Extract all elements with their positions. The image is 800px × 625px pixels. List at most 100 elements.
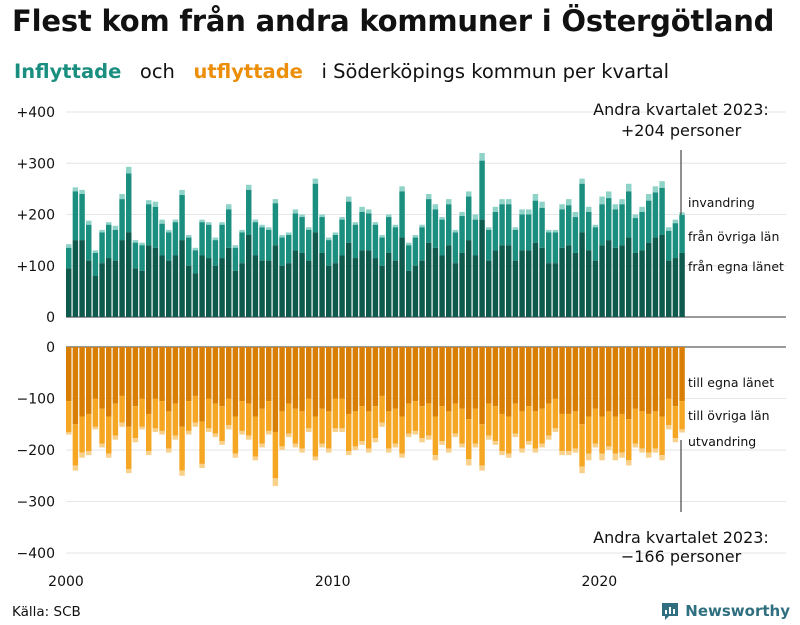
bar-in-fran-ovriga-lan [346,201,352,243]
bar-in-invandring [219,222,225,225]
bar-in-fran-ovriga-lan [332,235,339,264]
bar-out-utvandring [639,448,645,453]
bar-out-till-egna-lanet [532,347,539,412]
bar-in-fran-egna-lanet [106,258,112,317]
label-till-egna-lanet: till egna länet [688,375,774,390]
bar-in-fran-ovriga-lan [446,204,452,246]
bar-in-fran-ovriga-lan [532,200,539,243]
bar-in-fran-egna-lanet [212,265,219,317]
bar-in-fran-ovriga-lan [552,232,559,264]
bar-out-till-egna-lanet [199,347,205,422]
bar-in-fran-ovriga-lan [166,232,172,261]
bar-in-invandring [566,199,572,206]
label-fran-egna-lanet: från egna länet [688,259,784,274]
bar-out-utvandring [139,426,145,430]
bar-in-fran-ovriga-lan [339,219,345,256]
bar-out-till-egna-lanet [679,347,685,402]
bar-in-fran-ovriga-lan [72,191,79,241]
outflow-bars [66,347,685,487]
bar-out-till-egna-lanet [386,347,392,412]
bar-in-invandring [126,166,132,174]
bar-out-till-ovriga-lan [186,401,192,431]
bar-in-fran-ovriga-lan [679,215,685,253]
annotation-top-line2: +204 personer [621,121,742,140]
bar-out-utvandring [606,446,612,450]
bar-out-till-ovriga-lan [139,398,145,427]
bar-out-till-ovriga-lan [539,408,545,444]
chart-title: Flest kom från andra kommuner i Östergöt… [12,4,775,38]
bar-in-fran-egna-lanet [539,247,545,317]
bar-in-fran-egna-lanet [526,250,532,317]
bar-in-invandring [672,219,679,224]
bar-out-till-ovriga-lan [459,408,465,444]
bar-out-utvandring [266,430,272,435]
label-utvandring: utvandring [688,434,756,449]
bar-out-utvandring [566,451,572,456]
bar-out-till-egna-lanet [312,347,319,417]
bar-out-till-egna-lanet [372,347,379,407]
bar-out-utvandring [372,438,379,443]
bar-out-till-egna-lanet [66,347,72,402]
label-till-ovriga-lan: till övriga län [688,408,770,423]
newsworthy-brand[interactable]: Newsworthy [660,601,790,621]
bar-in-invandring [259,224,265,228]
bar-in-fran-egna-lanet [326,265,332,317]
bar-out-utvandring [292,443,299,448]
bar-in-fran-egna-lanet [412,265,419,317]
bar-in-fran-ovriga-lan [266,229,272,261]
bar-in-invandring [506,199,512,205]
bar-out-till-ovriga-lan [479,424,485,466]
bar-in-invandring [72,187,79,192]
bar-in-fran-ovriga-lan [272,203,279,246]
bar-in-fran-egna-lanet [512,260,519,317]
bar-in-fran-ovriga-lan [472,219,479,256]
bar-out-till-egna-lanet [286,347,292,404]
bar-out-till-ovriga-lan [652,411,659,449]
bar-in-fran-ovriga-lan [86,224,92,261]
bar-out-till-egna-lanet [526,347,532,407]
bar-in-invandring [299,214,305,218]
bar-in-fran-egna-lanet [146,245,152,317]
bar-in-fran-egna-lanet [572,252,579,317]
bar-in-fran-egna-lanet [639,250,645,317]
bar-out-till-egna-lanet [319,347,325,409]
bar-out-till-ovriga-lan [486,403,492,436]
bar-in-fran-egna-lanet [259,260,265,317]
bar-out-utvandring [479,465,485,471]
chart-subtitle: Inflyttade och utflyttade i Söderköpings… [14,60,669,83]
bar-out-utvandring [106,453,112,458]
bar-out-till-ovriga-lan [72,424,79,466]
bar-out-utvandring [366,448,372,453]
bar-out-till-ovriga-lan [612,416,619,454]
bar-in-fran-egna-lanet [219,258,225,317]
bar-out-till-egna-lanet [206,347,212,399]
bar-out-till-ovriga-lan [432,416,439,456]
annotation-top-line1: Andra kvartalet 2023: [593,100,769,119]
bar-out-utvandring [666,425,672,430]
bar-out-utvandring [252,456,259,461]
bar-out-till-egna-lanet [492,347,499,407]
bar-in-fran-ovriga-lan [146,204,152,246]
bar-out-till-ovriga-lan [86,413,92,452]
bar-out-till-ovriga-lan [179,426,185,471]
bar-in-invandring [519,209,525,215]
bar-in-fran-ovriga-lan [526,214,532,251]
bar-out-utvandring [132,438,139,443]
bar-in-fran-egna-lanet [566,245,572,317]
bar-in-invandring [392,224,399,228]
bar-in-invandring [466,191,472,197]
bar-in-fran-ovriga-lan [426,199,432,243]
bar-out-till-ovriga-lan [446,411,452,449]
bar-in-fran-ovriga-lan [586,211,592,251]
bar-in-fran-ovriga-lan [206,224,212,259]
bar-in-fran-ovriga-lan [386,217,392,253]
bar-out-till-ovriga-lan [492,406,499,442]
bar-out-till-ovriga-lan [266,401,272,431]
bar-out-till-egna-lanet [139,347,145,399]
bar-out-till-egna-lanet [292,347,299,409]
bar-out-till-ovriga-lan [339,398,345,429]
bar-out-till-egna-lanet [486,347,492,404]
bar-out-utvandring [426,435,432,440]
bar-in-invandring [166,229,172,233]
y-tick-label-bottom: 0 [46,340,55,356]
